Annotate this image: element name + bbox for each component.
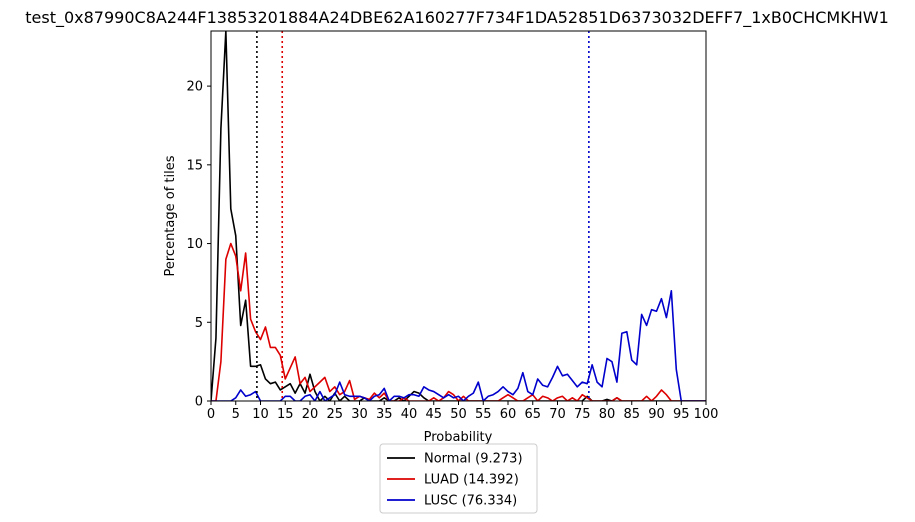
x-tick-label: 0 (207, 407, 215, 422)
x-tick-label: 75 (574, 407, 591, 422)
plot-frame (210, 30, 707, 402)
y-tick-label: 5 (195, 316, 203, 331)
y-tick-label: 15 (186, 158, 203, 173)
x-tick-label: 95 (673, 407, 690, 422)
x-tick-label: 55 (475, 407, 492, 422)
x-tick-label: 80 (599, 407, 616, 422)
legend-label-0: Normal (9.273) (424, 452, 523, 467)
x-tick-label: 30 (351, 407, 368, 422)
x-tick-label: 35 (376, 407, 393, 422)
x-tick-label: 45 (425, 407, 442, 422)
x-tick-label: 85 (623, 407, 640, 422)
y-tick-label: 10 (186, 237, 203, 252)
x-tick-label: 60 (500, 407, 517, 422)
legend-label-1: LUAD (14.392) (424, 473, 519, 488)
series-line-2 (211, 289, 706, 401)
chart-title: test_0x87990C8A244F13853201884A24DBE62A1… (25, 8, 889, 28)
y-tick-label: 0 (195, 395, 203, 410)
x-tick-label: 40 (401, 407, 418, 422)
x-tick-label: 70 (549, 407, 566, 422)
x-tick-label: 10 (252, 407, 269, 422)
x-tick-label: 5 (232, 407, 240, 422)
y-axis-label: Percentage of tiles (163, 155, 178, 276)
y-tick-label: 20 (186, 80, 203, 95)
x-tick-label: 90 (648, 407, 665, 422)
x-tick-label: 15 (277, 407, 294, 422)
x-tick-label: 50 (450, 407, 467, 422)
x-tick-label: 65 (524, 407, 541, 422)
x-tick-label: 20 (302, 407, 319, 422)
legend: Normal (9.273) LUAD (14.392) LUSC (76.334) (379, 443, 538, 514)
x-tick-label: 25 (326, 407, 343, 422)
series-line-0 (211, 31, 706, 401)
x-tick-label: 100 (694, 407, 719, 422)
legend-label-2: LUSC (76.334) (424, 494, 517, 509)
plot-area (211, 31, 706, 401)
x-axis: 0 5 10 15 20 25 30 35 40 45 50 55 60 65 70 75 80 85 90 95 10… (207, 401, 719, 422)
legend-frame (379, 443, 538, 514)
y-axis: 0 5 10 15 20 (186, 80, 211, 410)
series-line-1 (211, 242, 706, 401)
x-axis-label: Probability (424, 430, 493, 445)
